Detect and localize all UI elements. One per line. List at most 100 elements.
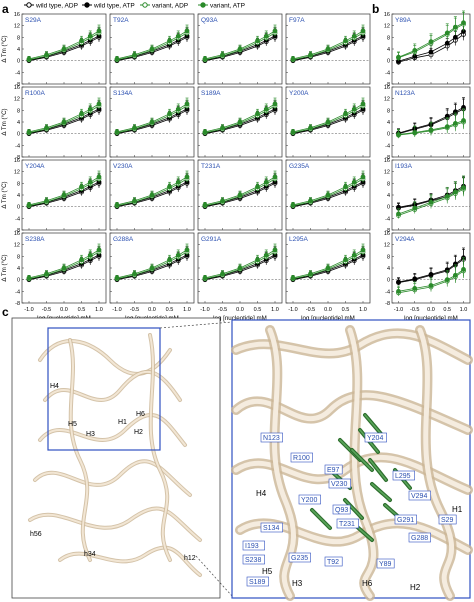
data-point xyxy=(325,119,331,125)
y-tick-label: -4 xyxy=(385,289,390,295)
residue-label-box xyxy=(394,514,417,525)
data-point xyxy=(96,174,102,180)
mutant-label: L295A xyxy=(289,236,308,243)
data-point xyxy=(167,184,172,190)
y-axis-label: Δ Tm (°C) xyxy=(1,35,8,62)
residue-label-box xyxy=(246,576,269,587)
mutant-label: G291A xyxy=(201,236,222,243)
data-point xyxy=(61,119,67,125)
data-point xyxy=(87,179,93,185)
data-point xyxy=(26,129,32,135)
y-tick-label: 8 xyxy=(17,254,20,260)
x-tick-label: 0.5 xyxy=(342,307,350,313)
chart-panel: 16 12 8 4 0 -4 -8 I193A xyxy=(384,158,471,234)
zoom-helix-label: H5 xyxy=(262,567,273,576)
data-point xyxy=(428,49,434,55)
data-point xyxy=(175,33,181,39)
mutant-label: Q93A xyxy=(201,17,218,24)
y-tick-label: 16 xyxy=(384,231,390,237)
data-point xyxy=(184,247,190,253)
data-point xyxy=(461,185,466,191)
chart-panels: 16 12 8 4 0 -4 -8 S29A T92A Q93A F97A 16 12 8 4 0 -4 -8 R1… xyxy=(14,10,471,307)
residue-label: Q93 xyxy=(335,507,348,514)
data-point xyxy=(343,111,348,117)
legend: wild type, ADP wild type, ATP variant, ADP… xyxy=(2,2,379,319)
x-tick-label: -0.5 xyxy=(306,307,315,313)
data-point xyxy=(184,174,190,180)
x-tick-label: 0.0 xyxy=(427,307,435,313)
residue-label: G288 xyxy=(411,535,428,542)
data-point xyxy=(96,101,102,107)
zoom-helix-label: H2 xyxy=(410,583,421,592)
data-point xyxy=(44,125,49,131)
zoom-helix-label: H1 xyxy=(452,505,463,514)
data-point xyxy=(272,247,278,253)
overview-helix-label: H6 xyxy=(136,411,145,418)
zoom-connector xyxy=(195,555,233,597)
data-point xyxy=(220,271,225,277)
y-tick-label: 0 xyxy=(387,278,390,284)
data-point xyxy=(351,252,357,258)
mutant-label: V294A xyxy=(395,236,415,243)
y-tick-label: -8 xyxy=(15,228,20,234)
data-point xyxy=(290,129,296,135)
data-point xyxy=(237,119,243,125)
residue-stick-highlight xyxy=(364,414,383,436)
y-tick-label: 16 xyxy=(14,12,20,18)
data-point xyxy=(149,46,155,52)
residue-label-box xyxy=(408,490,431,501)
y-axis-label: Δ Tm (°C) xyxy=(1,254,8,281)
data-point xyxy=(452,189,458,195)
residue-label-box xyxy=(260,432,283,443)
data-point xyxy=(396,132,401,137)
data-point xyxy=(308,52,313,58)
y-tick-label: 8 xyxy=(387,35,390,41)
y-tick-label: 8 xyxy=(17,35,20,41)
mutant-label: Y200A xyxy=(289,90,309,97)
x-tick-label: -1.0 xyxy=(112,307,121,313)
zoom-connector xyxy=(159,321,233,329)
data-point xyxy=(452,121,458,126)
data-point xyxy=(255,38,260,44)
y-tick-label: 16 xyxy=(384,85,390,91)
data-point xyxy=(149,192,155,198)
overview-helix-label: H2 xyxy=(134,429,143,436)
x-tick-label: -0.5 xyxy=(42,307,51,313)
zoom-ribbon-highlight xyxy=(347,327,377,599)
y-tick-label: -4 xyxy=(15,70,20,76)
residue-label: T92 xyxy=(327,559,339,566)
mutant-label: R100A xyxy=(25,90,46,97)
legend-marker xyxy=(142,2,148,8)
data-point xyxy=(114,56,120,62)
y-tick-label: 4 xyxy=(17,47,20,53)
overview-helix-label: H1 xyxy=(118,419,127,426)
mutant-label: N123A xyxy=(395,90,416,97)
data-point xyxy=(360,28,366,34)
residue-label-box xyxy=(336,518,359,529)
data-point xyxy=(360,247,366,253)
data-point xyxy=(461,267,466,272)
data-point xyxy=(220,52,225,58)
x-tick-label: -0.5 xyxy=(218,307,227,313)
residue-stick-highlight xyxy=(311,509,331,529)
residue-stick-highlight xyxy=(344,499,363,519)
mutant-label: Y89A xyxy=(395,17,412,24)
residue-label: R100 xyxy=(293,455,310,462)
data-point xyxy=(61,265,67,271)
data-point xyxy=(263,106,269,112)
y-tick-label: 4 xyxy=(387,47,390,53)
residue-label-box xyxy=(260,522,283,533)
mutant-label: V230A xyxy=(113,163,133,170)
residue-label: G235 xyxy=(291,555,308,562)
data-point xyxy=(114,129,120,135)
x-axis-label: log [nucleotide] mM xyxy=(213,315,267,322)
y-tick-label: 8 xyxy=(17,181,20,187)
legend-label: variant, ADP xyxy=(152,3,188,10)
legend-label: variant, ATP xyxy=(210,3,245,10)
residue-label-box xyxy=(324,556,343,567)
data-point xyxy=(220,125,225,131)
y-tick-label: 0 xyxy=(17,278,20,284)
y-tick-label: -4 xyxy=(385,216,390,222)
mutant-label: Y204A xyxy=(25,163,45,170)
x-tick-label: 0.5 xyxy=(78,307,86,313)
